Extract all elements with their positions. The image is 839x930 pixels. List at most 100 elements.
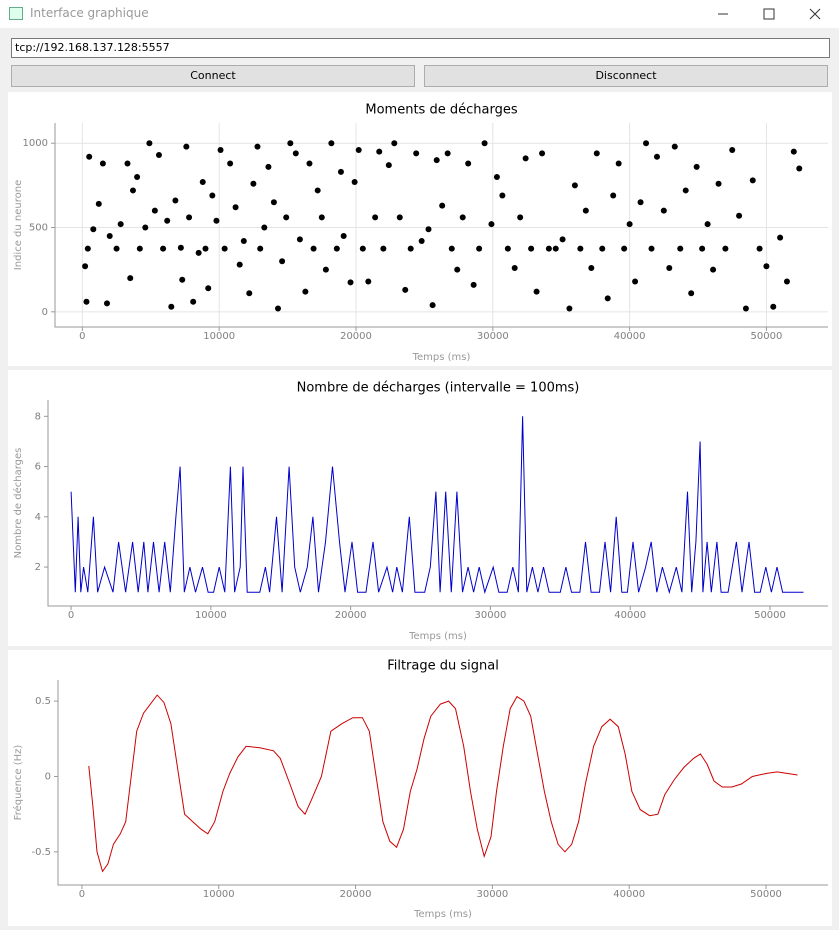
- point: [314, 187, 321, 194]
- axes: [47, 400, 828, 607]
- x-tick-label: 10000: [203, 331, 235, 342]
- y-tick-label: 0: [42, 307, 48, 318]
- point: [488, 221, 495, 228]
- point: [168, 303, 175, 310]
- x-tick-label: 20000: [340, 889, 372, 900]
- point: [177, 244, 184, 251]
- x-tick-label: 50000: [750, 889, 782, 900]
- point: [439, 202, 446, 209]
- point: [715, 180, 722, 187]
- x-tick-label: 0: [79, 889, 85, 900]
- point: [459, 214, 466, 221]
- x-tick-label: 0: [79, 331, 85, 342]
- point: [429, 302, 436, 309]
- point: [637, 199, 644, 206]
- point: [127, 275, 134, 282]
- point: [402, 286, 409, 293]
- y-tick-label: 0: [45, 771, 51, 782]
- y-axis-label: Fréquence (Hz): [12, 745, 24, 821]
- window-title: Interface graphique: [30, 6, 149, 20]
- point: [413, 150, 420, 157]
- chart-panel: Nombre de décharges (intervalle = 100ms)…: [8, 370, 832, 646]
- point: [270, 199, 277, 206]
- point: [113, 245, 120, 252]
- x-tick-label: 40000: [613, 889, 645, 900]
- point: [559, 236, 566, 243]
- point: [146, 140, 153, 147]
- point: [593, 150, 600, 157]
- point: [179, 276, 186, 283]
- axes: [54, 123, 828, 328]
- minimize-button[interactable]: [700, 0, 746, 28]
- point: [552, 245, 559, 252]
- point: [699, 245, 706, 252]
- point: [99, 160, 106, 167]
- point: [205, 285, 212, 292]
- address-input[interactable]: tcp://192.168.137.128:5557: [11, 38, 830, 58]
- point: [195, 249, 202, 256]
- point: [533, 288, 540, 295]
- point: [103, 300, 110, 307]
- chart-title: Nombre de décharges (intervalle = 100ms): [297, 381, 580, 396]
- point: [236, 261, 243, 268]
- point: [372, 214, 379, 221]
- point: [275, 305, 282, 312]
- point: [582, 207, 589, 214]
- point: [770, 303, 777, 310]
- x-tick-label: 30000: [476, 889, 508, 900]
- x-tick-label: 10000: [203, 889, 235, 900]
- disconnect-button[interactable]: Disconnect: [424, 65, 828, 87]
- maximize-button[interactable]: [746, 0, 792, 28]
- x-axis-label: Temps (ms): [408, 631, 467, 642]
- close-button[interactable]: [792, 0, 838, 28]
- point: [84, 245, 91, 252]
- point: [632, 278, 639, 285]
- point: [742, 305, 749, 312]
- chart-title: Moments de décharges: [365, 103, 517, 118]
- point: [599, 245, 606, 252]
- point: [710, 266, 717, 273]
- point: [653, 153, 660, 160]
- point: [359, 245, 366, 252]
- x-tick-label: 10000: [195, 610, 227, 621]
- point: [643, 140, 650, 147]
- point: [481, 140, 488, 147]
- point: [777, 234, 784, 241]
- point: [355, 146, 362, 153]
- point: [763, 263, 770, 270]
- point: [418, 238, 425, 245]
- point: [465, 160, 472, 167]
- point: [433, 157, 440, 164]
- y-tick-label: 0.5: [35, 696, 51, 707]
- point: [722, 245, 729, 252]
- point: [318, 214, 325, 221]
- y-tick-label: -0.5: [31, 847, 51, 858]
- point: [257, 245, 264, 252]
- point: [615, 160, 622, 167]
- point: [209, 192, 216, 199]
- point: [504, 245, 511, 252]
- connect-button[interactable]: Connect: [11, 65, 415, 87]
- x-tick-label: 30000: [475, 610, 507, 621]
- point: [610, 192, 617, 199]
- point: [328, 140, 335, 147]
- point: [86, 153, 93, 160]
- y-tick-label: 8: [35, 411, 41, 422]
- point: [83, 298, 90, 305]
- point: [566, 305, 573, 312]
- point: [124, 160, 131, 167]
- point: [160, 245, 167, 252]
- point: [671, 143, 678, 150]
- point: [246, 290, 253, 297]
- point: [183, 143, 190, 150]
- point: [199, 179, 206, 186]
- y-tick-label: 500: [29, 223, 48, 234]
- point: [517, 214, 524, 221]
- point: [221, 245, 228, 252]
- y-axis-label: Nombre de décharges: [12, 448, 24, 559]
- point: [347, 279, 354, 286]
- point: [365, 278, 372, 285]
- point: [117, 221, 124, 228]
- point: [470, 281, 477, 288]
- point: [380, 245, 387, 252]
